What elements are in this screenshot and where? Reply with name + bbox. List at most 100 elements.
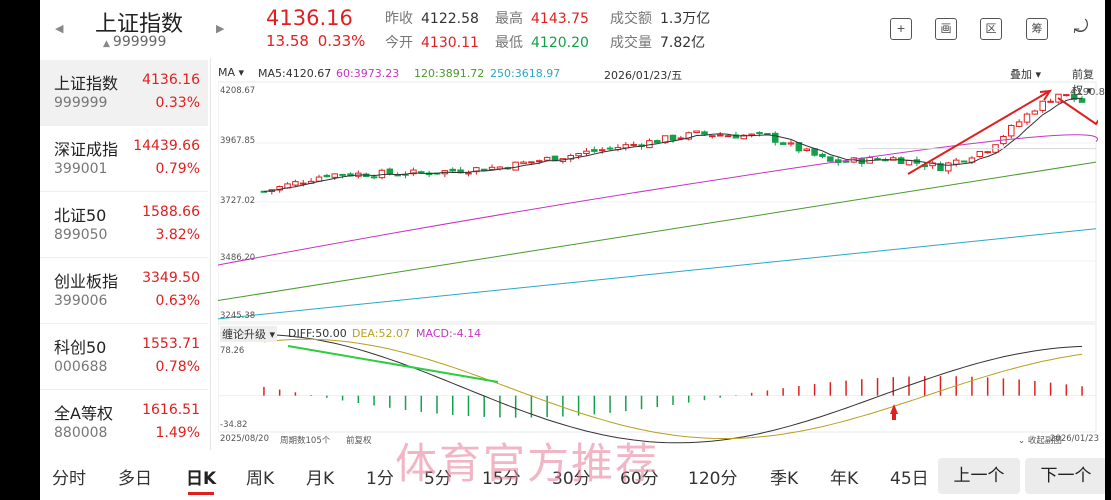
candle-body bbox=[945, 162, 952, 172]
candle-body bbox=[803, 148, 810, 151]
ma5-legend: MA5:4120.67 bbox=[258, 67, 332, 80]
candle-body bbox=[842, 160, 850, 163]
turnover-stat: 成交额 1.3万亿 bbox=[610, 8, 710, 28]
list-item[interactable]: 北证50 899050 1588.66 3.82% bbox=[40, 192, 208, 258]
turnover-label: 成交额 bbox=[610, 11, 652, 27]
tab-1min[interactable]: 1分 bbox=[366, 469, 394, 489]
quote-header: ◀ 上证指数 ▲ 999999 ▶ 4136.16 13.58 0.33% 昨收 4… bbox=[40, 0, 1105, 58]
candle-body bbox=[418, 171, 425, 174]
list-item[interactable]: 上证指数 999999 4136.16 0.33% bbox=[40, 60, 208, 126]
candle-body bbox=[488, 166, 496, 170]
sub-indicator-select[interactable]: 缠论升级 ▾ bbox=[220, 326, 278, 342]
candle-body bbox=[473, 167, 480, 173]
diff-line bbox=[263, 334, 1083, 444]
period-tabs: 分时 多日 日K 周K 月K 1分 5分 15分 30分 60分 120分 季K… bbox=[40, 452, 1105, 500]
prev-close-stat: 昨收 4122.58 bbox=[385, 8, 479, 28]
list-item[interactable]: 全A等权 880008 1616.51 1.49% bbox=[40, 390, 208, 456]
adjust-button[interactable]: 前复权 ▾ bbox=[1072, 68, 1094, 97]
tab-weekly-k[interactable]: 周K bbox=[246, 469, 275, 489]
candle-body bbox=[528, 161, 535, 164]
tab-60min[interactable]: 60分 bbox=[620, 469, 659, 489]
candle-body bbox=[1031, 110, 1039, 115]
prev-stock-button[interactable]: 上一个 bbox=[938, 458, 1020, 494]
sub-y-bottom: -34.82 bbox=[220, 420, 248, 430]
region-icon[interactable]: 区 bbox=[980, 18, 1002, 40]
watermark: 体育官方推荐 bbox=[395, 439, 660, 488]
candle-body bbox=[339, 173, 346, 176]
y-label: 3486.20 bbox=[220, 253, 256, 263]
prev-index-arrow-icon[interactable]: ◀ bbox=[55, 22, 64, 35]
tab-monthly-k[interactable]: 月K bbox=[306, 469, 335, 489]
next-stock-button[interactable]: 下一个 bbox=[1025, 458, 1105, 494]
candle-body bbox=[811, 148, 818, 156]
y-label: 3967.85 bbox=[220, 136, 256, 146]
list-item[interactable]: 创业板指 399006 3349.50 0.63% bbox=[40, 258, 208, 324]
rotate-icon[interactable]: ⤾ bbox=[1073, 17, 1089, 38]
next-index-arrow-icon[interactable]: ▶ bbox=[216, 22, 225, 35]
candle-body bbox=[827, 156, 834, 162]
candle-body bbox=[606, 147, 614, 150]
candle-body bbox=[583, 150, 590, 154]
low-label: 最低 bbox=[495, 35, 523, 51]
y-label: 3245.38 bbox=[220, 311, 256, 321]
open-stat: 今开 4130.11 bbox=[385, 32, 479, 52]
add-icon[interactable]: + bbox=[890, 18, 912, 40]
tab-5min[interactable]: 5分 bbox=[424, 469, 452, 489]
kline-chart-panel[interactable]: MA ▾ MA5:4120.67 60:3973.23 120:3891.72 … bbox=[218, 62, 1105, 448]
list-item[interactable]: 深证成指 399001 14439.66 0.79% bbox=[40, 126, 208, 192]
candle-body bbox=[952, 159, 960, 165]
list-item-price: 1553.71 bbox=[142, 336, 200, 352]
ma60-line bbox=[218, 134, 1098, 266]
kline-chart-svg[interactable] bbox=[218, 62, 1098, 448]
draw-icon[interactable]: 画 bbox=[935, 18, 957, 40]
ma5-line bbox=[263, 97, 1083, 192]
candle-body bbox=[693, 130, 700, 134]
ma60-legend: 60:3973.23 bbox=[336, 67, 400, 80]
volume-label: 成交量 bbox=[610, 35, 652, 51]
ma250-legend: 250:3618.97 bbox=[490, 67, 561, 80]
high-label: 最高 bbox=[495, 11, 523, 27]
list-item[interactable]: 科创50 000688 1553.71 0.78% bbox=[40, 324, 208, 390]
tab-45day[interactable]: 45日 bbox=[890, 469, 929, 489]
index-name: 上证指数 bbox=[95, 12, 184, 37]
list-item-code: 899050 bbox=[54, 227, 108, 243]
tab-multiday[interactable]: 多日 bbox=[118, 469, 152, 489]
volume-stat: 成交量 7.82亿 bbox=[610, 32, 705, 52]
candle-body bbox=[661, 135, 669, 144]
tab-120min[interactable]: 120分 bbox=[688, 469, 738, 489]
candle-body bbox=[1047, 100, 1054, 103]
list-item-name: 全A等权 bbox=[54, 404, 113, 423]
candle-body bbox=[701, 131, 708, 135]
volume-value: 7.82亿 bbox=[660, 35, 706, 51]
list-item-price: 14439.66 bbox=[133, 138, 200, 154]
divergence-line bbox=[287, 345, 499, 383]
high-stat: 最高 4143.75 bbox=[495, 8, 589, 28]
tab-30min[interactable]: 30分 bbox=[552, 469, 591, 489]
tab-15min[interactable]: 15分 bbox=[482, 469, 521, 489]
tab-quarterly-k[interactable]: 季K bbox=[770, 469, 799, 489]
candle-body bbox=[622, 144, 630, 149]
candle-body bbox=[300, 182, 307, 185]
tab-daily-k[interactable]: 日K bbox=[186, 464, 216, 495]
candle-body bbox=[276, 186, 283, 191]
tab-intraday[interactable]: 分时 bbox=[52, 469, 86, 489]
collapse-sub-button[interactable]: ⌄ 收起副图 bbox=[1018, 436, 1062, 446]
y-label: 3727.02 bbox=[220, 196, 256, 206]
candle-body bbox=[386, 168, 394, 175]
macd-legend: MACD:-4.14 bbox=[416, 327, 482, 340]
candle-body bbox=[331, 173, 338, 178]
index-list: 上证指数 999999 4136.16 0.33% 深证成指 399001 14… bbox=[40, 60, 208, 456]
chip-icon[interactable]: 筹 bbox=[1026, 18, 1048, 40]
candle-body bbox=[512, 161, 519, 171]
candle-body bbox=[598, 149, 606, 152]
open-label: 今开 bbox=[385, 35, 413, 51]
overlay-button[interactable]: 叠加 ▾ bbox=[1010, 68, 1042, 81]
main-indicator-select[interactable]: MA ▾ bbox=[218, 66, 245, 79]
candle-body bbox=[465, 172, 472, 175]
caret-up-icon: ▲ bbox=[103, 39, 110, 49]
high-mark-label: 4190.87 bbox=[1070, 87, 1105, 98]
index-code-value: 999999 bbox=[112, 34, 167, 50]
candle-body bbox=[630, 143, 637, 146]
candle-body bbox=[1039, 100, 1046, 111]
tab-yearly-k[interactable]: 年K bbox=[830, 469, 859, 489]
